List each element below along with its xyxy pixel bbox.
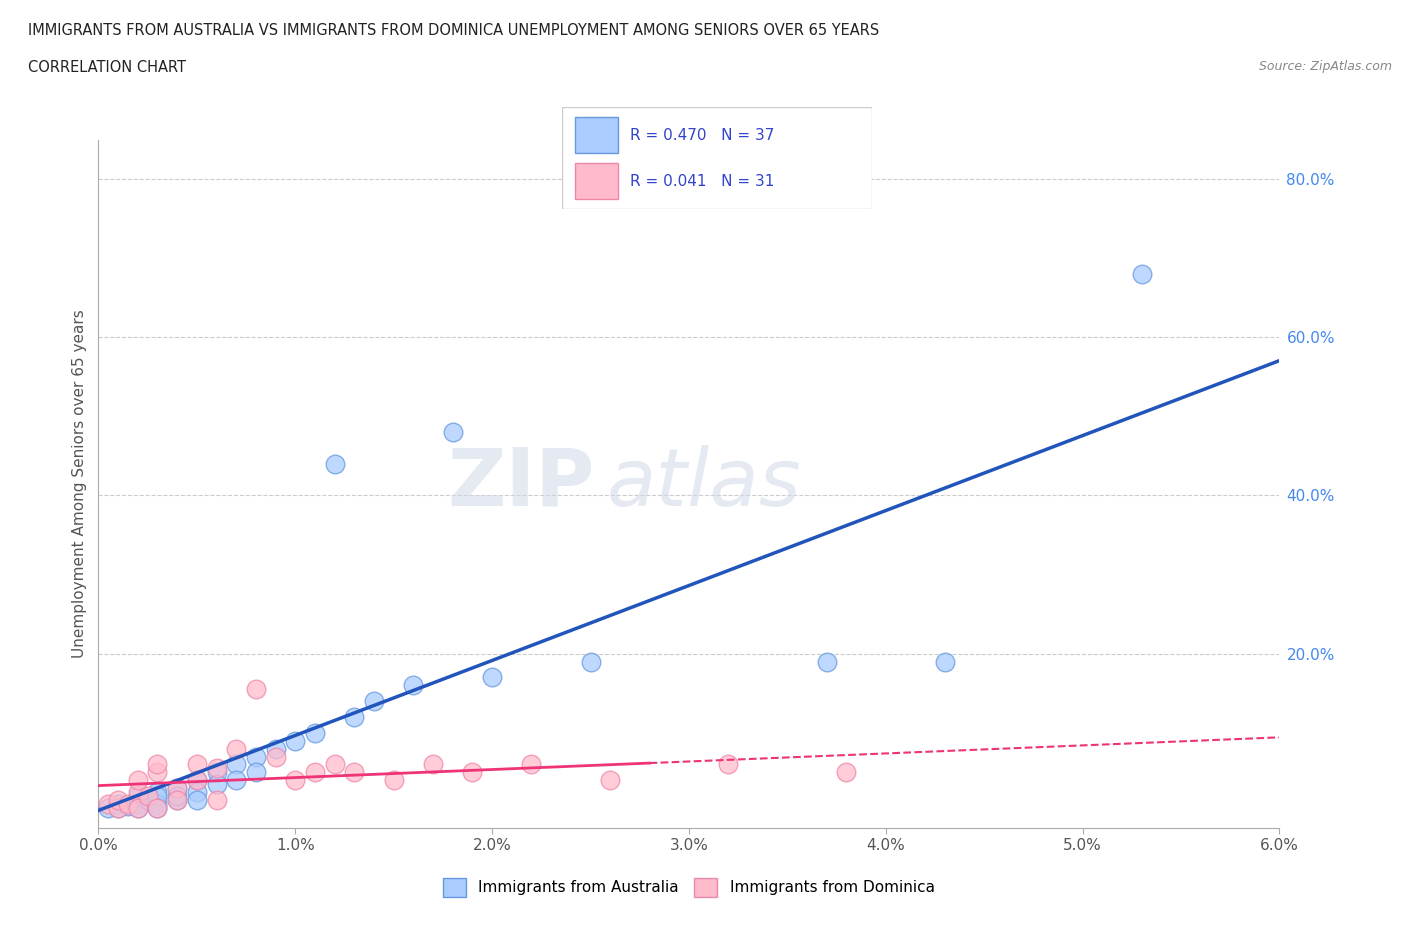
Point [225, 773, 247, 788]
Point [402, 678, 425, 693]
Point [717, 757, 740, 772]
Point [127, 801, 149, 816]
Point [127, 789, 149, 804]
Point [166, 789, 188, 804]
Point [343, 710, 366, 724]
Point [136, 789, 159, 804]
Point [146, 796, 169, 811]
Point [264, 741, 287, 756]
Point [146, 757, 169, 772]
Point [323, 757, 346, 772]
Point [284, 733, 307, 748]
Text: atlas: atlas [606, 445, 801, 523]
Point [461, 764, 484, 779]
Point [382, 773, 405, 788]
Point [343, 764, 366, 779]
Point [107, 796, 129, 811]
Point [520, 757, 543, 772]
Point [225, 757, 247, 772]
Point [441, 425, 464, 440]
Point [205, 792, 228, 807]
Point [205, 761, 228, 776]
Point [579, 654, 602, 669]
Point [166, 792, 188, 807]
Y-axis label: Unemployment Among Seniors over 65 years: Unemployment Among Seniors over 65 years [72, 309, 87, 658]
FancyBboxPatch shape [562, 107, 872, 209]
Point [146, 789, 169, 804]
Text: R = 0.041   N = 31: R = 0.041 N = 31 [630, 174, 775, 189]
Point [835, 764, 858, 779]
Point [107, 801, 129, 816]
Point [146, 801, 169, 816]
Point [166, 792, 188, 807]
Point [117, 798, 139, 813]
Text: ZIP: ZIP [447, 445, 595, 523]
Point [186, 792, 208, 807]
Text: Source: ZipAtlas.com: Source: ZipAtlas.com [1258, 60, 1392, 73]
Point [136, 792, 159, 807]
Bar [575, 164, 619, 199]
Point [934, 654, 956, 669]
Point [599, 773, 621, 788]
Text: CORRELATION CHART: CORRELATION CHART [28, 60, 186, 75]
Point [264, 749, 287, 764]
Point [97, 801, 120, 816]
Text: IMMIGRANTS FROM AUSTRALIA VS IMMIGRANTS FROM DOMINICA UNEMPLOYMENT AMONG SENIORS: IMMIGRANTS FROM AUSTRALIA VS IMMIGRANTS … [28, 23, 879, 38]
Point [107, 792, 129, 807]
Point [815, 654, 838, 669]
Point [186, 773, 208, 788]
Point [205, 777, 228, 791]
Point [186, 757, 208, 772]
Point [304, 725, 326, 740]
Point [97, 796, 120, 811]
Point [245, 682, 267, 697]
Point [127, 801, 149, 816]
Point [107, 801, 129, 816]
Text: R = 0.470   N = 37: R = 0.470 N = 37 [630, 127, 775, 142]
Point [117, 796, 139, 811]
Point [127, 773, 149, 788]
Point [127, 796, 149, 811]
Point [245, 764, 267, 779]
Bar [575, 117, 619, 153]
Point [1130, 267, 1153, 282]
Point [186, 785, 208, 800]
Point [323, 457, 346, 472]
Point [146, 785, 169, 800]
Point [127, 785, 149, 800]
Point [166, 780, 188, 795]
Point [245, 749, 267, 764]
Point [284, 773, 307, 788]
Point [166, 780, 188, 795]
Point [225, 741, 247, 756]
Point [422, 757, 444, 772]
Point [146, 801, 169, 816]
Point [205, 764, 228, 779]
Point [481, 670, 503, 684]
Point [186, 773, 208, 788]
Point [146, 764, 169, 779]
Point [304, 764, 326, 779]
Point [363, 694, 385, 709]
Legend: Immigrants from Australia, Immigrants from Dominica: Immigrants from Australia, Immigrants fr… [437, 871, 941, 903]
